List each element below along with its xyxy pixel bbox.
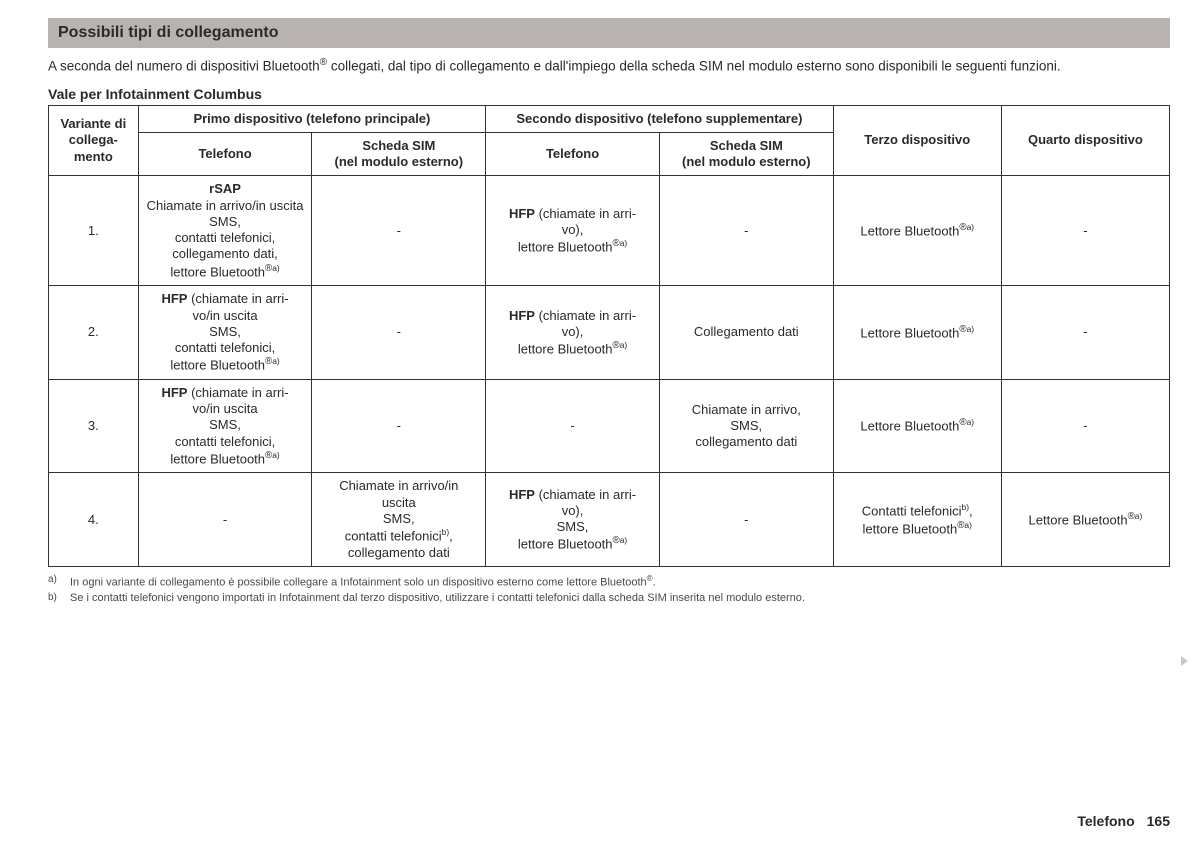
table-cell: Collegamento dati xyxy=(659,286,833,380)
table-row: 4.-Chiamate in arrivo/inuscitaSMS,contat… xyxy=(49,473,1170,567)
table-cell: - xyxy=(1001,176,1169,286)
col-variant: Variante di collega- mento xyxy=(49,105,139,176)
table-cell: - xyxy=(659,176,833,286)
table-cell: Chiamate in arrivo/inuscitaSMS,contatti … xyxy=(312,473,486,567)
table-cell: Lettore Bluetooth®a) xyxy=(1001,473,1169,567)
table-cell: Lettore Bluetooth®a) xyxy=(833,379,1001,473)
table-cell: HFP (chiamate in arri-vo/in uscitaSMS,co… xyxy=(138,286,312,380)
footnotes: a) In ogni variante di collegamento è pos… xyxy=(48,574,1170,604)
table-cell: 2. xyxy=(49,286,139,380)
footnote-row: a) In ogni variante di collegamento è pos… xyxy=(48,574,1170,589)
hdr-text: collega- xyxy=(69,132,118,147)
table-cell: - xyxy=(312,176,486,286)
hdr-text: Scheda SIM xyxy=(362,138,435,153)
col-telefono-2: Telefono xyxy=(486,132,660,176)
col-telefono-1: Telefono xyxy=(138,132,312,176)
hdr-text: mento xyxy=(74,149,113,164)
col-first-device: Primo dispositivo (telefono principale) xyxy=(138,105,486,132)
table-cell: HFP (chiamate in arri-vo),lettore Blueto… xyxy=(486,176,660,286)
hdr-text: Variante di xyxy=(60,116,126,131)
table-cell: Lettore Bluetooth®a) xyxy=(833,286,1001,380)
footer-page-number: 165 xyxy=(1147,813,1170,829)
table-cell: - xyxy=(312,286,486,380)
table-cell: - xyxy=(312,379,486,473)
table-cell: - xyxy=(1001,286,1169,380)
footnote-mark: a) xyxy=(48,574,62,589)
footnote-text: In ogni variante di collegamento è possi… xyxy=(70,574,656,589)
table-cell: 4. xyxy=(49,473,139,567)
col-second-device: Secondo dispositivo (telefono supplement… xyxy=(486,105,834,132)
footnote-row: b) Se i contatti telefonici vengono impor… xyxy=(48,592,1170,604)
table-cell: - xyxy=(138,473,312,567)
table-row: 1.rSAPChiamate in arrivo/in uscitaSMS,co… xyxy=(49,176,1170,286)
table-cell: - xyxy=(659,473,833,567)
intro-pre: A seconda del numero di dispositivi Blue… xyxy=(48,59,320,74)
footer-section: Telefono xyxy=(1077,813,1134,829)
table-cell: HFP (chiamate in arri-vo),lettore Blueto… xyxy=(486,286,660,380)
table-cell: Lettore Bluetooth®a) xyxy=(833,176,1001,286)
footnote-mark: b) xyxy=(48,592,62,604)
table-cell: 1. xyxy=(49,176,139,286)
table-cell: 3. xyxy=(49,379,139,473)
table-header-row-1: Variante di collega- mento Primo disposi… xyxy=(49,105,1170,132)
section-heading: Possibili tipi di collegamento xyxy=(48,18,1170,48)
hdr-text: (nel modulo esterno) xyxy=(682,154,811,169)
col-fourth-device: Quarto dispositivo xyxy=(1001,105,1169,176)
table-cell: rSAPChiamate in arrivo/in uscitaSMS,cont… xyxy=(138,176,312,286)
hdr-text: Scheda SIM xyxy=(710,138,783,153)
table-cell: Chiamate in arrivo,SMS,collegamento dati xyxy=(659,379,833,473)
col-third-device: Terzo dispositivo xyxy=(833,105,1001,176)
footnote-text: Se i contatti telefonici vengono importa… xyxy=(70,592,805,604)
col-sim-1: Scheda SIM (nel modulo esterno) xyxy=(312,132,486,176)
continue-arrow-icon xyxy=(1181,656,1188,666)
page-footer: Telefono 165 xyxy=(1077,813,1170,829)
subheading: Vale per Infotainment Columbus xyxy=(48,86,1170,102)
table-cell: HFP (chiamate in arri-vo/in uscitaSMS,co… xyxy=(138,379,312,473)
table-cell: - xyxy=(486,379,660,473)
table-row: 2.HFP (chiamate in arri-vo/in uscitaSMS,… xyxy=(49,286,1170,380)
connection-types-table: Variante di collega- mento Primo disposi… xyxy=(48,105,1170,567)
registered-icon: ® xyxy=(320,57,327,68)
intro-post: collegati, dal tipo di collegamento e da… xyxy=(327,59,1061,74)
table-cell: HFP (chiamate in arri-vo),SMS,lettore Bl… xyxy=(486,473,660,567)
table-cell: - xyxy=(1001,379,1169,473)
col-sim-2: Scheda SIM (nel modulo esterno) xyxy=(659,132,833,176)
intro-text: A seconda del numero di dispositivi Blue… xyxy=(48,56,1170,76)
table-row: 3.HFP (chiamate in arri-vo/in uscitaSMS,… xyxy=(49,379,1170,473)
table-cell: Contatti telefonicib),lettore Bluetooth®… xyxy=(833,473,1001,567)
hdr-text: (nel modulo esterno) xyxy=(335,154,464,169)
